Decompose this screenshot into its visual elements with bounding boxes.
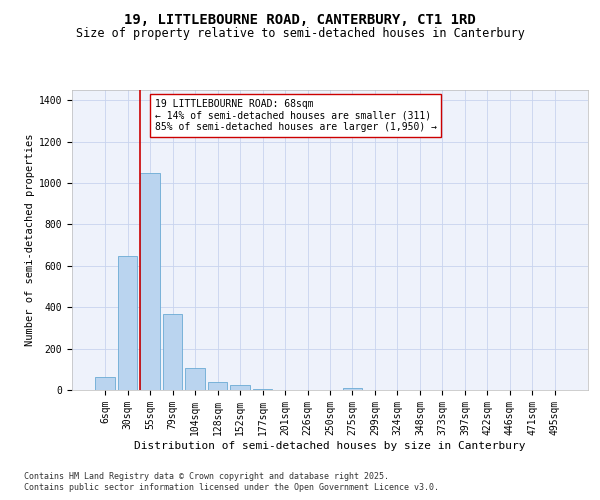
Text: 19 LITTLEBOURNE ROAD: 68sqm
← 14% of semi-detached houses are smaller (311)
85% : 19 LITTLEBOURNE ROAD: 68sqm ← 14% of sem…: [155, 99, 437, 132]
Bar: [208, 382, 227, 390]
Bar: [253, 389, 272, 390]
Text: Contains public sector information licensed under the Open Government Licence v3: Contains public sector information licen…: [24, 483, 439, 492]
Bar: [343, 388, 362, 390]
Bar: [163, 314, 182, 390]
X-axis label: Distribution of semi-detached houses by size in Canterbury: Distribution of semi-detached houses by …: [134, 440, 526, 450]
Text: 19, LITTLEBOURNE ROAD, CANTERBURY, CT1 1RD: 19, LITTLEBOURNE ROAD, CANTERBURY, CT1 1…: [124, 12, 476, 26]
Y-axis label: Number of semi-detached properties: Number of semi-detached properties: [25, 134, 35, 346]
Bar: [230, 386, 250, 390]
Bar: [95, 376, 115, 390]
Bar: [185, 368, 205, 390]
Text: Contains HM Land Registry data © Crown copyright and database right 2025.: Contains HM Land Registry data © Crown c…: [24, 472, 389, 481]
Bar: [118, 256, 137, 390]
Bar: [140, 173, 160, 390]
Text: Size of property relative to semi-detached houses in Canterbury: Size of property relative to semi-detach…: [76, 28, 524, 40]
